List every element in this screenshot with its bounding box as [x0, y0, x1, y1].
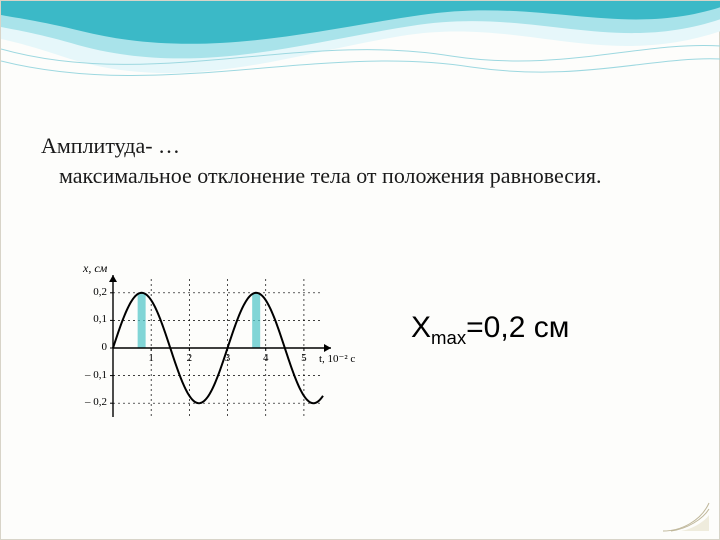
chart-svg	[71, 271, 351, 441]
axis-tick-label: 4	[263, 352, 269, 364]
axis-tick-label: – 0,2	[85, 396, 107, 408]
axis-tick-label: t, 10⁻² с	[319, 352, 355, 365]
wave-fill-top	[1, 1, 720, 44]
axis-tick-label: 5	[301, 352, 307, 364]
content-area: Амплитуда- … максимальное отклонение тел…	[41, 131, 679, 192]
corner-decoration	[661, 497, 711, 533]
axis-tick-label: 2	[187, 352, 193, 364]
definition-text: Амплитуда- … максимальное отклонение тел…	[41, 131, 679, 192]
formula-rhs: =0,2 см	[466, 311, 569, 344]
y-axis-label: x, см	[83, 261, 107, 276]
corner-fill	[681, 515, 709, 531]
axis-tick-label: 0,2	[93, 286, 107, 298]
wave-fill-light	[1, 1, 720, 73]
definition-description: максимальное отклонение тела от положени…	[41, 161, 679, 191]
wave-line-2	[1, 59, 720, 76]
wave-banner	[1, 1, 720, 121]
axis-tick-label: 3	[225, 352, 231, 364]
formula-var: X	[411, 311, 431, 344]
axis-tick-label: 1	[148, 352, 154, 364]
term: Амплитуда- …	[41, 133, 180, 158]
wave-fill-mid	[1, 1, 720, 58]
axis-tick-label: – 0,1	[85, 369, 107, 381]
axis-tick-label: 0	[102, 341, 108, 353]
axis-tick-label: 0,1	[93, 313, 107, 325]
wave-line-1	[1, 45, 720, 64]
formula-sub: max	[431, 327, 466, 348]
amplitude-chart: x, см 0,20,10– 0,1– 0,212345t, 10⁻² с	[71, 271, 351, 441]
amplitude-formula: Xmax=0,2 см	[411, 311, 569, 349]
